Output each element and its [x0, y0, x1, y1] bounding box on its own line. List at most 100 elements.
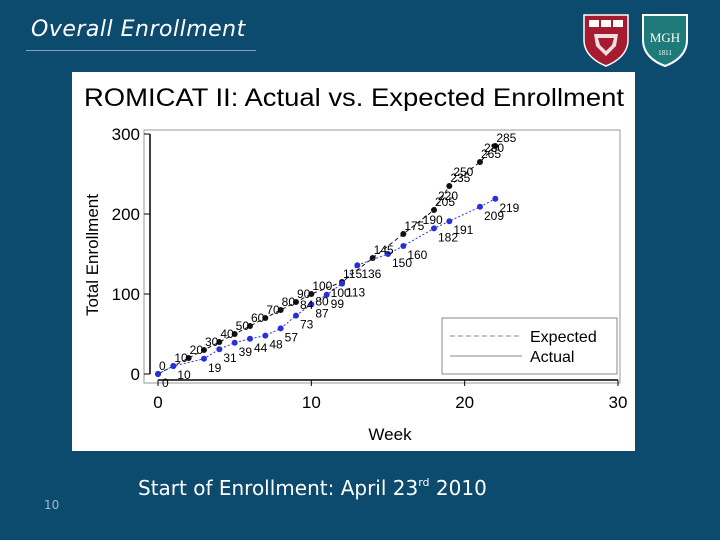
data-label-extra: 190 [423, 213, 443, 227]
data-label-expected: 100 [312, 279, 332, 293]
harvard-shield-icon [583, 14, 629, 67]
chart-panel: ROMICAT II: Actual vs. Expected Enrollme… [72, 72, 635, 451]
enrollment-start-main: Start of Enrollment: April 23 [138, 476, 419, 500]
data-label-expected: 175 [404, 219, 424, 233]
enrollment-chart: ROMICAT II: Actual vs. Expected Enrollme… [83, 84, 628, 444]
mgh-logo-text: MGH [650, 30, 680, 45]
data-label-expected: 70 [266, 303, 280, 317]
data-point-actual [247, 335, 253, 342]
data-point-actual [216, 346, 223, 353]
x-tick-label: 0 [153, 393, 162, 412]
data-label-expected: 285 [496, 131, 516, 145]
data-label-actual: 113 [346, 286, 365, 300]
data-point-actual [201, 355, 207, 362]
data-point-expected [231, 331, 238, 337]
data-label-actual: 160 [407, 248, 427, 262]
data-point-actual [170, 363, 177, 369]
data-label-extra: 250 [453, 165, 473, 179]
data-label-actual: 136 [361, 267, 381, 281]
data-label-actual: 87 [315, 306, 329, 320]
data-label-extra: 220 [438, 189, 458, 203]
data-point-actual [354, 262, 361, 269]
enrollment-start-year: 2010 [435, 476, 487, 500]
data-label-actual: 209 [484, 209, 504, 223]
data-label-actual: 31 [223, 351, 237, 365]
data-label-expected: 90 [297, 287, 311, 301]
data-label-actual: 44 [254, 341, 268, 355]
data-point-expected [477, 159, 483, 165]
data-point-expected [446, 183, 453, 189]
data-label-expected: 30 [205, 335, 219, 349]
y-axis-label: Total Enrollment [83, 194, 102, 316]
data-label-actual: 191 [453, 223, 473, 237]
data-point-actual [400, 243, 407, 249]
data-label-expected: 145 [374, 243, 394, 257]
data-label-extra: 100 [331, 286, 351, 300]
data-label-actual: 57 [285, 330, 299, 344]
data-point-expected [262, 315, 269, 321]
mgh-shield-icon: MGH 1811 [642, 14, 688, 68]
data-label-expected: 0 [159, 359, 166, 373]
data-point-actual [293, 312, 299, 319]
data-label-extra: 80 [315, 295, 329, 309]
data-label-actual: 219 [499, 201, 519, 215]
data-point-actual [385, 251, 391, 257]
data-point-expected [201, 347, 207, 353]
plot-frame [143, 129, 621, 384]
data-label-expected: 40 [220, 327, 234, 341]
data-point-actual [323, 291, 330, 298]
title-divider [26, 50, 256, 51]
data-point-actual [262, 332, 269, 339]
data-label-expected: 115 [343, 267, 362, 281]
data-label-expected: 20 [190, 343, 204, 357]
data-point-expected [308, 291, 315, 297]
y-tick-label: 100 [112, 285, 140, 304]
data-label-expected: 80 [282, 295, 296, 309]
legend-label-actual: Actual [530, 349, 574, 366]
data-label-actual: 10 [177, 368, 191, 382]
data-label-extra: 84 [300, 298, 314, 312]
x-tick-label: 20 [455, 393, 474, 412]
data-point-expected [293, 299, 299, 305]
data-label-expected: 205 [435, 195, 455, 209]
page-number: 10 [44, 498, 60, 512]
mgh-logo-year: 1811 [658, 49, 672, 57]
data-point-expected [185, 355, 192, 361]
data-label-actual: 73 [300, 318, 314, 332]
data-label-expected: 50 [236, 319, 250, 333]
data-point-expected [400, 231, 407, 237]
data-point-actual [231, 339, 238, 346]
x-axis-label: Week [368, 425, 412, 444]
legend-label-expected: Expected [530, 329, 597, 346]
slide-title: Overall Enrollment [31, 17, 246, 42]
data-label-actual: 99 [331, 297, 345, 311]
data-label-expected: 265 [481, 147, 501, 161]
legend-box [441, 317, 618, 375]
data-label-extra: 280 [484, 141, 504, 155]
data-point-actual [155, 371, 161, 377]
data-point-expected [277, 307, 284, 313]
x-tick-label: 30 [609, 393, 628, 412]
data-point-actual [339, 280, 345, 287]
data-point-actual [477, 203, 483, 210]
data-label-actual: 0 [162, 376, 169, 390]
data-label-actual: 39 [239, 345, 253, 359]
data-point-expected [431, 207, 437, 213]
data-label-actual: 182 [438, 230, 458, 244]
enrollment-start-text: Start of Enrollment: April 23rd 2010 [138, 476, 487, 500]
y-tick-label: 300 [112, 125, 140, 144]
data-point-actual [492, 195, 499, 202]
y-tick-label: 200 [112, 205, 140, 224]
data-point-actual [431, 225, 437, 232]
data-label-actual: 19 [208, 361, 222, 375]
data-point-expected [216, 339, 223, 345]
data-point-actual [308, 301, 315, 308]
data-label-expected: 60 [251, 311, 265, 325]
data-label-expected: 235 [450, 171, 470, 185]
data-label-actual: 48 [269, 338, 283, 352]
y-tick-label: 0 [131, 365, 140, 384]
x-tick-label: 10 [302, 393, 321, 412]
data-point-actual [277, 325, 284, 332]
data-point-actual [446, 218, 453, 225]
enrollment-start-suffix: rd [418, 476, 430, 489]
